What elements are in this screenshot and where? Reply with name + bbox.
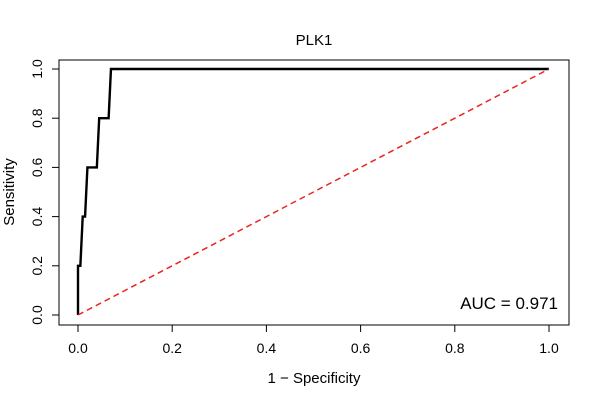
- y-tick-label: 0.4: [29, 207, 45, 227]
- x-tick-label: 1.0: [539, 340, 559, 356]
- y-tick-label: 0.6: [29, 157, 45, 177]
- y-tick-label: 0.2: [29, 256, 45, 276]
- roc-curve-line: [76, 67, 549, 315]
- x-tick-label: 0.8: [445, 340, 465, 356]
- x-tick-label: 0.0: [68, 340, 88, 356]
- chart-title: PLK1: [296, 32, 333, 49]
- y-tick-label: 1.0: [29, 59, 45, 79]
- y-tick-label: 0.8: [29, 108, 45, 128]
- x-axis-label: 1 − Specificity: [268, 370, 361, 387]
- x-tick-label: 0.6: [351, 340, 371, 356]
- y-tick-label: 0.0: [29, 305, 45, 325]
- series-layer: [76, 67, 550, 316]
- auc-annotation: AUC = 0.971: [460, 294, 558, 313]
- x-tick-label: 0.4: [257, 340, 277, 356]
- plot-frame: [58, 59, 570, 326]
- y-axis-label: Sensitivity: [1, 158, 18, 226]
- reference-diagonal-line: [77, 68, 550, 316]
- axis-ticks: 0.0 0.2 0.4 0.6 0.8 1.0 0.0 0.2 0.4 0.6 0.8 1.0: [29, 59, 559, 356]
- x-tick-label: 0.2: [162, 340, 182, 356]
